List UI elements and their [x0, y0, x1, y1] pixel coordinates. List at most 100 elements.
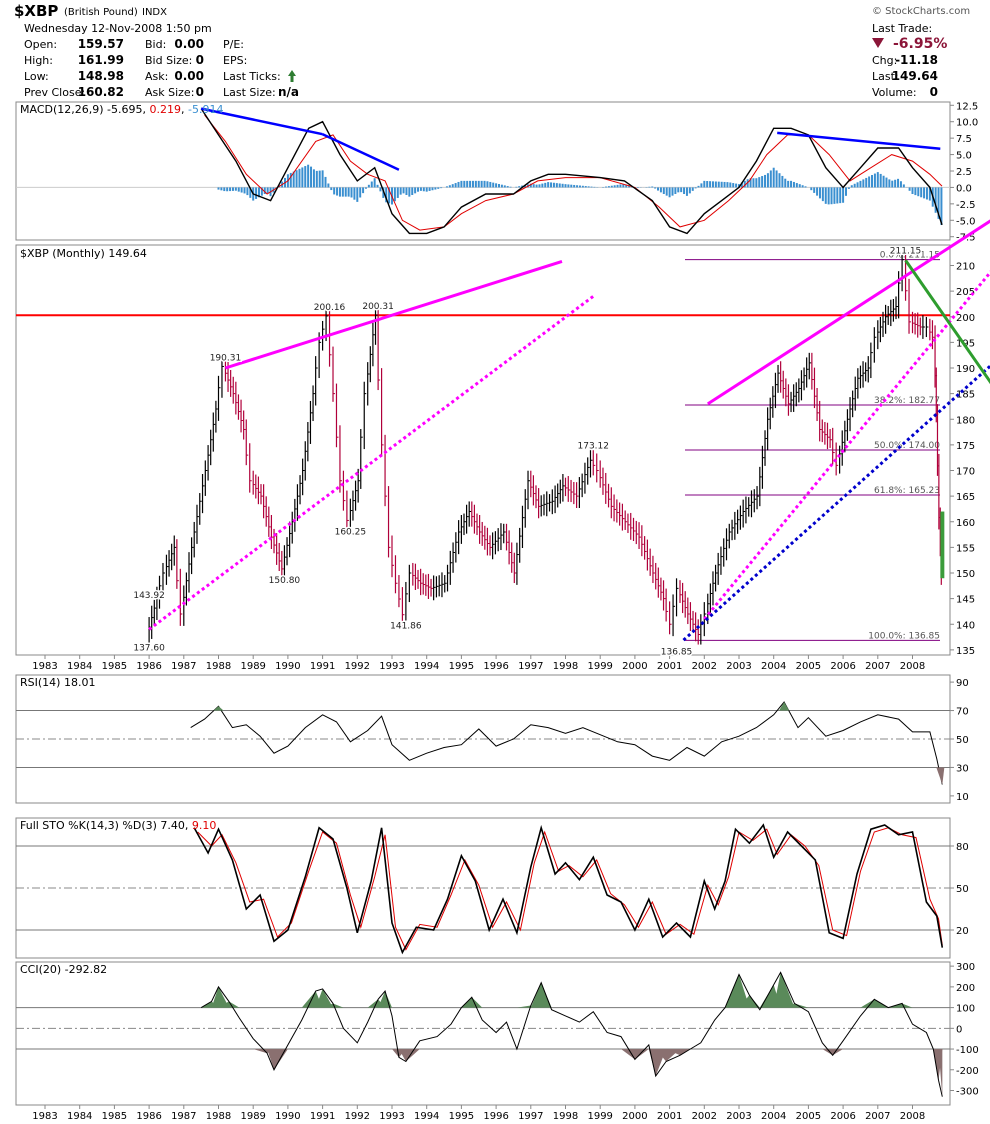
price-axis-tick-label: 140	[956, 620, 975, 631]
price-x-tick-label: 1987	[171, 661, 196, 672]
cci-x-tick-label: 1992	[345, 1111, 370, 1122]
cci-x-tick-label: 1989	[240, 1111, 265, 1122]
cci-x-tick-label: 1985	[102, 1111, 127, 1122]
exchange: INDX	[142, 7, 167, 18]
price-x-tick-label: 1984	[67, 661, 92, 672]
peak-label: 173.12	[578, 442, 610, 452]
misc-label: Last Ticks:	[223, 70, 281, 83]
price-x-tick-label: 1992	[345, 661, 370, 672]
macd-axis-tick-label: 0.0	[956, 183, 972, 194]
cci-positive-fill	[725, 974, 750, 1008]
sto-axis-tick-label: 80	[956, 842, 969, 853]
price-x-tick-label: 2003	[726, 661, 751, 672]
cci-axis-tick-label: 0	[956, 1024, 962, 1035]
price-axis-tick-label: 145	[956, 595, 975, 606]
sto-axis-tick-label: 50	[956, 884, 969, 895]
price-x-tick-label: 1988	[206, 661, 231, 672]
rsi-axis-tick-label: 70	[956, 707, 969, 718]
rsi-oversold-fill	[936, 767, 945, 785]
price-trendline	[904, 259, 990, 385]
macd-legend: MACD(12,26,9) -5.695, 0.219, -5.914	[20, 103, 223, 116]
price-x-tick-label: 2005	[796, 661, 821, 672]
macd-legend-signal: 0.219	[150, 103, 182, 116]
quote-label: Prev Close:	[24, 86, 85, 99]
price-x-tick-label: 1993	[379, 661, 404, 672]
price-title: $XBP (Monthly) 149.64	[20, 247, 147, 260]
cci-negative-fill	[938, 1049, 943, 1097]
price-x-tick-label: 1990	[275, 661, 300, 672]
bid-label: Bid Size:	[145, 54, 192, 67]
last-label: Volume:	[872, 86, 917, 99]
cci-x-tick-label: 2006	[830, 1111, 855, 1122]
symbol: $XBP	[14, 2, 58, 20]
sto-k-line	[193, 823, 944, 955]
misc-value: n/a	[278, 85, 299, 99]
price-trendline	[148, 295, 595, 631]
cci-positive-fill	[461, 997, 483, 1008]
rsi-axis-tick-label: 50	[956, 735, 969, 746]
peak-label: 141.86	[390, 622, 422, 632]
cci-x-tick-label: 1999	[587, 1111, 612, 1122]
price-trendline	[706, 219, 990, 406]
cci-x-tick-label: 1994	[414, 1111, 439, 1122]
fib-label: 61.8%: 165.23	[874, 486, 940, 496]
chart-panels: 12.510.07.55.02.50.0-2.5-5.0-7.5MACD(12,…	[15, 101, 990, 1122]
price-x-tick-label: 2000	[622, 661, 647, 672]
quote-header: $XBP (British Pound) INDX © StockCharts.…	[14, 2, 970, 99]
price-x-tick-label: 1991	[310, 661, 335, 672]
sto-d-line	[197, 827, 943, 951]
cci-x-tick-label: 1997	[518, 1111, 543, 1122]
price-x-tick-label: 1995	[449, 661, 474, 672]
cci-x-tick-label: 2002	[692, 1111, 717, 1122]
cci-x-tick-label: 1987	[171, 1111, 196, 1122]
symbol-name: (British Pound)	[64, 7, 138, 18]
cci-positive-fill	[530, 982, 552, 1008]
cci-negative-fill	[621, 1049, 649, 1060]
price-axis-tick-label: 185	[956, 390, 975, 401]
quote-value: 160.82	[78, 85, 124, 99]
macd-line	[200, 108, 943, 235]
price-x-tick-label: 2001	[657, 661, 682, 672]
price-axis-tick-label: 170	[956, 467, 975, 478]
price-x-tick-label: 1986	[136, 661, 161, 672]
misc-label: EPS:	[223, 54, 247, 67]
cci-positive-fill	[211, 986, 229, 1008]
peak-label: 136.85	[661, 647, 693, 657]
cci-positive-fill	[888, 1003, 913, 1008]
cci-axis-tick-label: 200	[956, 983, 975, 994]
cci-x-tick-label: 2005	[796, 1111, 821, 1122]
quote-label: Low:	[24, 70, 49, 83]
price-axis-tick-label: 150	[956, 569, 975, 580]
quote-label: Open:	[24, 38, 57, 51]
rsi-axis-tick-label: 30	[956, 763, 969, 774]
price-trendline	[224, 259, 563, 370]
misc-label: Last Size:	[223, 86, 276, 99]
bid-value: 0	[196, 85, 204, 99]
price-x-tick-label: 2008	[900, 661, 925, 672]
cci-axis-tick-label: -200	[956, 1066, 979, 1077]
macd-axis-tick-label: -2.5	[956, 200, 976, 211]
price-x-tick-label: 1994	[414, 661, 439, 672]
last-bar	[940, 511, 945, 579]
macd-legend-sep: ,	[181, 103, 188, 116]
last-value: 149.64	[892, 69, 938, 83]
price-x-tick-label: 2002	[692, 661, 717, 672]
cci-negative-fill	[822, 1049, 844, 1056]
price-x-tick-label: 1983	[32, 661, 57, 672]
cci-negative-fill	[398, 1049, 420, 1062]
cci-x-tick-label: 2003	[726, 1111, 751, 1122]
price-x-tick-label: 2006	[830, 661, 855, 672]
macd-panel-frame	[15, 101, 951, 241]
copyright: © StockCharts.com	[872, 6, 970, 17]
cci-x-tick-label: 2001	[657, 1111, 682, 1122]
macd-axis-tick-label: 2.5	[956, 167, 972, 178]
sto-axis-tick-label: 20	[956, 926, 969, 937]
bid-value: 0.00	[174, 37, 204, 51]
price-x-tick-label: 1997	[518, 661, 543, 672]
cci-x-tick-label: 1983	[32, 1111, 57, 1122]
price-trendline	[703, 270, 990, 621]
cci-positive-fill	[218, 1001, 240, 1008]
peak-label: 200.16	[314, 303, 346, 313]
macd-axis-tick-label: 5.0	[956, 151, 972, 162]
